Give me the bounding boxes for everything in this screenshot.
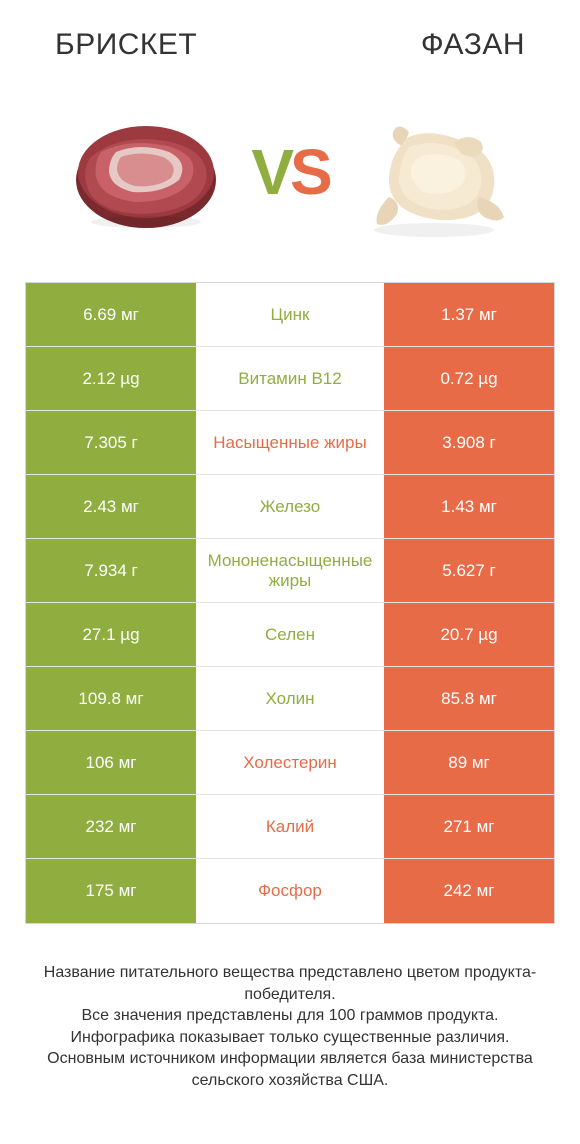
right-value: 242 мг: [384, 859, 554, 923]
vs-row: VS: [0, 72, 580, 282]
left-food-title: БРИСКЕТ: [55, 28, 197, 62]
nutrient-table: 6.69 мгЦинк1.37 мг2.12 µgВитамин B120.72…: [25, 282, 555, 924]
footnote-line: Все значения представлены для 100 граммо…: [30, 1005, 550, 1027]
table-row: 175 мгФосфор242 мг: [26, 859, 554, 923]
nutrient-label: Железо: [196, 475, 384, 538]
nutrient-label: Фосфор: [196, 859, 384, 923]
nutrient-label: Цинк: [196, 283, 384, 346]
left-value: 2.43 мг: [26, 475, 196, 538]
brisket-icon: [61, 102, 231, 242]
right-value: 1.37 мг: [384, 283, 554, 346]
footnote-line: Инфографика показывает только существенн…: [30, 1027, 550, 1049]
table-row: 2.12 µgВитамин B120.72 µg: [26, 347, 554, 411]
table-row: 106 мгХолестерин89 мг: [26, 731, 554, 795]
right-value: 89 мг: [384, 731, 554, 794]
left-value: 7.305 г: [26, 411, 196, 474]
left-value: 2.12 µg: [26, 347, 196, 410]
left-value: 175 мг: [26, 859, 196, 923]
right-value: 271 мг: [384, 795, 554, 858]
brisket-image: [61, 102, 231, 242]
nutrient-label: Селен: [196, 603, 384, 666]
right-food-title: ФАЗАН: [421, 28, 525, 62]
pheasant-icon: [349, 102, 519, 242]
table-row: 2.43 мгЖелезо1.43 мг: [26, 475, 554, 539]
left-value: 109.8 мг: [26, 667, 196, 730]
table-row: 7.934 гМононенасыщенные жиры5.627 г: [26, 539, 554, 603]
right-value: 0.72 µg: [384, 347, 554, 410]
left-value: 232 мг: [26, 795, 196, 858]
pheasant-image: [349, 102, 519, 242]
nutrient-label: Холин: [196, 667, 384, 730]
table-row: 6.69 мгЦинк1.37 мг: [26, 283, 554, 347]
footnote-line: Название питательного вещества представл…: [30, 962, 550, 1005]
nutrient-label: Калий: [196, 795, 384, 858]
nutrient-label: Витамин B12: [196, 347, 384, 410]
right-value: 85.8 мг: [384, 667, 554, 730]
right-value: 3.908 г: [384, 411, 554, 474]
nutrient-label: Холестерин: [196, 731, 384, 794]
nutrient-label: Насыщенные жиры: [196, 411, 384, 474]
right-value: 20.7 µg: [384, 603, 554, 666]
footnote: Название питательного вещества представл…: [30, 962, 550, 1092]
nutrient-label: Мононенасыщенные жиры: [196, 539, 384, 602]
table-row: 7.305 гНасыщенные жиры3.908 г: [26, 411, 554, 475]
left-value: 6.69 мг: [26, 283, 196, 346]
right-value: 5.627 г: [384, 539, 554, 602]
table-row: 27.1 µgСелен20.7 µg: [26, 603, 554, 667]
table-row: 232 мгКалий271 мг: [26, 795, 554, 859]
footnote-line: Основным источником информации является …: [30, 1048, 550, 1091]
left-value: 7.934 г: [26, 539, 196, 602]
vs-v: V: [251, 136, 290, 208]
table-row: 109.8 мгХолин85.8 мг: [26, 667, 554, 731]
vs-s: S: [290, 136, 329, 208]
left-value: 106 мг: [26, 731, 196, 794]
right-value: 1.43 мг: [384, 475, 554, 538]
left-value: 27.1 µg: [26, 603, 196, 666]
vs-label: VS: [251, 135, 328, 209]
header: БРИСКЕТ ФАЗАН: [0, 0, 580, 72]
